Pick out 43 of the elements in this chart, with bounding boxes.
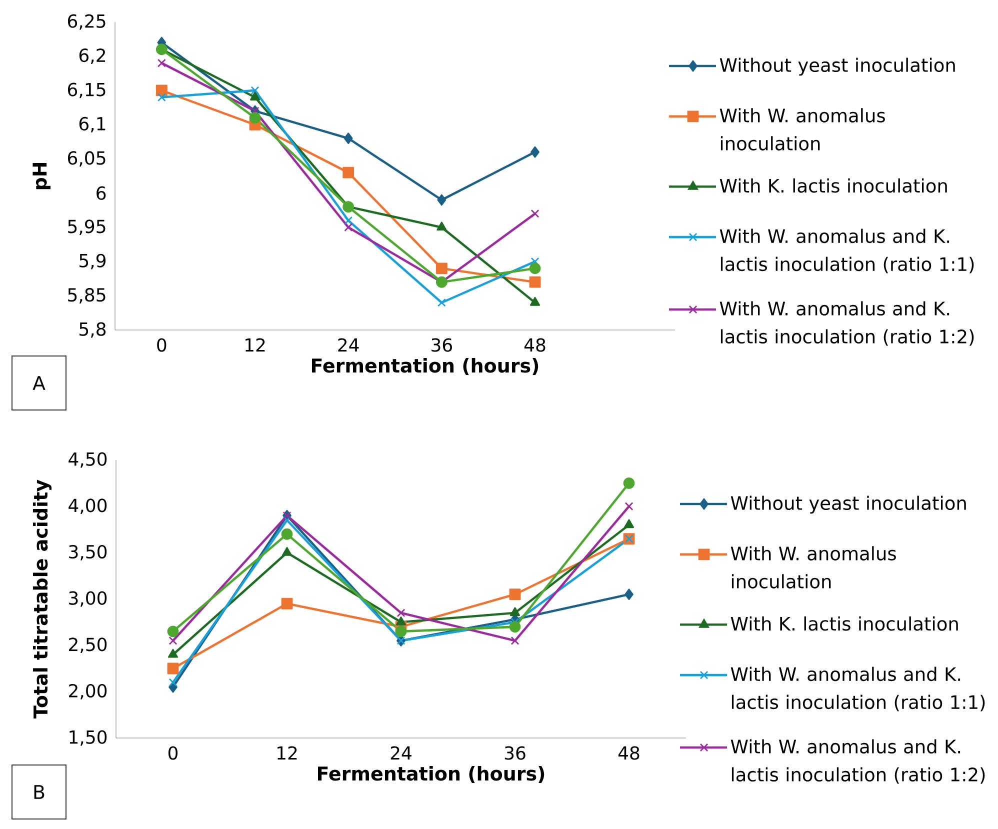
y-tick-label: 6,15: [68, 82, 106, 98]
x-tick-label: 24: [390, 746, 412, 760]
x-tick-label: 36: [432, 338, 452, 352]
legend-label: With W. anomalus inoculation: [720, 108, 885, 150]
y-tick-label: 2,00: [69, 684, 107, 700]
y-tick-label: 6,2: [79, 48, 106, 64]
y-tick-label: 4,00: [68, 498, 107, 514]
legend-label: With W. anomalus inoculation: [730, 546, 896, 588]
x-axis-title: Fermentation (hours): [318, 766, 544, 783]
y-tick-label: 2,50: [69, 638, 107, 654]
y-tick-label: 6,25: [68, 14, 106, 30]
y-tick-label: 5,95: [68, 220, 106, 236]
legend-label: With W. anomalus and K. lactis inoculation (ratio 1:2): [730, 739, 985, 784]
x-tick-label: 0: [168, 746, 178, 760]
y-tick-label: 3,50: [69, 544, 107, 560]
legend-label: Without yeast inoculation: [730, 496, 966, 514]
y-tick-label: 4,50: [68, 452, 107, 468]
x-tick-label: 24: [338, 338, 359, 352]
legend-label: With W. anomalus and K. lactis inoculation (ratio 1:1): [730, 666, 985, 712]
x-tick-label: 12: [278, 746, 297, 760]
y-tick-label: 5,9: [80, 254, 106, 270]
y-tick-label: 6,05: [68, 151, 106, 167]
x-tick-label: 36: [504, 746, 526, 760]
x-tick-label: 48: [524, 338, 546, 352]
y-tick-label: 5,8: [80, 322, 106, 338]
y-axis-title: Total titratable acidity: [32, 480, 52, 718]
y-tick-label: 6,1: [79, 116, 106, 132]
x-tick-label: 12: [246, 338, 265, 352]
y-tick-label: 3,00: [69, 591, 107, 607]
legend-label: With K. lactis inoculation: [720, 178, 947, 193]
legend-label: Without yeast inoculation: [720, 58, 955, 76]
legend-label: With W. anomalus and K. lactis inoculation (ratio 1:1): [720, 228, 974, 274]
text: A: [32, 376, 46, 390]
y-tick-label: 6: [96, 186, 106, 200]
y-tick-label: 1,50: [70, 730, 107, 746]
text: B: [34, 785, 44, 799]
legend-label: With K. lactis inoculation: [730, 616, 958, 631]
x-tick-label: 0: [157, 338, 166, 352]
y-axis-title: pH: [32, 162, 51, 190]
x-tick-label: 48: [618, 746, 640, 760]
x-axis-title: Fermentation (hours): [312, 358, 538, 375]
legend-label: With W. anomalus and K. lactis inoculation (ratio 1:2): [720, 301, 974, 346]
y-tick-label: 5,85: [68, 288, 106, 304]
